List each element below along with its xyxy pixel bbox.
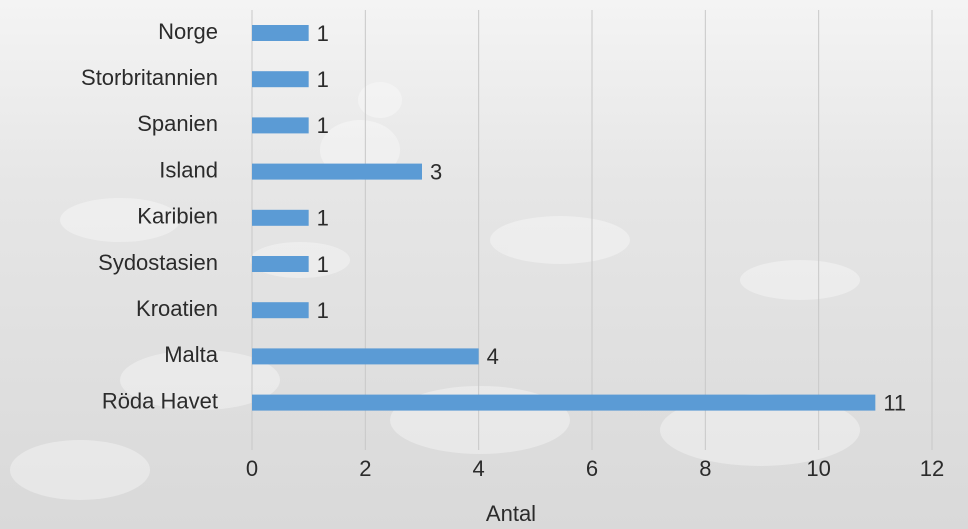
y-tick-label: Storbritannien (81, 65, 218, 90)
x-tick-label: 8 (699, 456, 711, 481)
value-label: 1 (317, 21, 329, 46)
value-label: 4 (487, 344, 499, 369)
bar (252, 348, 479, 365)
x-axis-title: Antal (486, 501, 536, 526)
y-tick-label: Röda Havet (102, 388, 218, 413)
bar (252, 209, 309, 226)
y-tick-label: Island (159, 157, 218, 182)
value-label: 1 (317, 113, 329, 138)
y-tick-label: Sydostasien (98, 250, 218, 275)
y-tick-label: Norge (158, 19, 218, 44)
value-label: 1 (317, 67, 329, 92)
bar (252, 117, 309, 134)
value-label: 3 (430, 159, 442, 184)
x-tick-label: 2 (359, 456, 371, 481)
x-tick-label: 4 (473, 456, 485, 481)
value-label: 1 (317, 206, 329, 231)
value-label: 1 (317, 252, 329, 277)
value-label: 11 (883, 390, 906, 415)
y-tick-label: Kroatien (136, 296, 218, 321)
value-label: 1 (317, 298, 329, 323)
bar (252, 394, 876, 411)
y-tick-label: Malta (164, 342, 219, 367)
bar (252, 163, 422, 180)
x-tick-label: 6 (586, 456, 598, 481)
y-tick-label: Karibien (137, 204, 218, 229)
bar (252, 256, 309, 272)
bar (252, 25, 309, 41)
x-tick-label: 0 (246, 456, 258, 481)
x-tick-label: 10 (806, 456, 830, 481)
bar (252, 71, 309, 88)
y-tick-label: Spanien (137, 111, 218, 136)
x-tick-label: 12 (920, 456, 944, 481)
bar (252, 302, 309, 319)
